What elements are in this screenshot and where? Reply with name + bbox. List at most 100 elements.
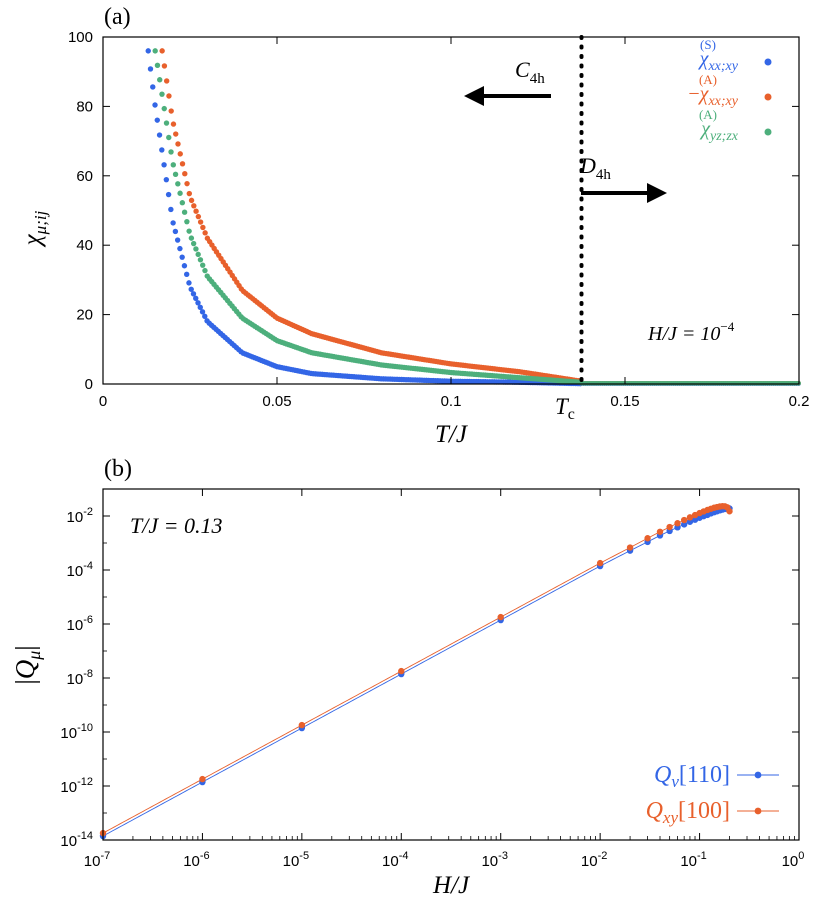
data-point xyxy=(168,149,174,155)
data-point xyxy=(177,190,183,196)
data-point xyxy=(193,295,199,301)
c4h-arrow-icon xyxy=(464,86,484,106)
panel-b-xtick-label: 10-5 xyxy=(283,850,309,870)
data-point xyxy=(644,535,651,542)
tick-base: 10 xyxy=(67,509,84,526)
legend-marker-a-1 xyxy=(764,93,772,101)
panel-a-ytick-label: 80 xyxy=(76,98,93,115)
panel-b-ytick-label: 10-10 xyxy=(60,722,93,742)
data-point xyxy=(596,559,604,567)
legend-marker-b-0 xyxy=(754,771,762,779)
data-point xyxy=(195,300,201,306)
d4h-label: D4h xyxy=(579,153,611,183)
data-point xyxy=(181,263,188,269)
data-point xyxy=(200,224,206,231)
legend-main: χ xyxy=(698,83,710,105)
legend-main: Q xyxy=(646,798,663,824)
tc-label: Tc xyxy=(555,394,575,423)
d4h-arrow-icon xyxy=(647,183,667,203)
data-point xyxy=(197,304,203,311)
tick-base: 10 xyxy=(581,853,598,870)
data-point xyxy=(184,180,190,187)
ylabel-b-q: Q xyxy=(10,660,40,680)
tick-exp: -4 xyxy=(83,560,93,572)
panel-b: (b) 10-7 10-6 10-5 10-4 10-3 10-2 10-1 10010-14… xyxy=(10,456,804,899)
tick-exp: -6 xyxy=(200,850,210,862)
tick-exp: 0 xyxy=(798,850,804,862)
field-label-text: H/J = 10 xyxy=(647,323,720,345)
panel-a-ytick-label: 0 xyxy=(85,376,93,393)
panel-a-legend: χxx;xy(S)−χxx;xy(A)χyz;zx(A) xyxy=(688,37,772,144)
data-point xyxy=(150,84,156,90)
legend-main: Q xyxy=(654,762,671,788)
data-point xyxy=(680,516,688,524)
panel-b-ytick-label: 10-12 xyxy=(60,776,93,796)
ylabel-chi: χ xyxy=(19,233,46,247)
data-point xyxy=(172,228,179,235)
data-point xyxy=(195,251,201,258)
tick-exp: -12 xyxy=(77,776,93,788)
tick-base: 10 xyxy=(67,671,84,688)
data-point xyxy=(179,200,186,206)
tick-exp: -2 xyxy=(83,506,93,518)
tc-main: T xyxy=(555,394,570,419)
data-point xyxy=(163,78,170,84)
legend-marker-a-0 xyxy=(764,58,772,66)
data-point xyxy=(191,203,197,209)
tick-base: 10 xyxy=(67,563,84,580)
data-point xyxy=(175,181,181,187)
data-point xyxy=(656,528,664,535)
legend-marker-b-1 xyxy=(754,807,762,815)
tick-exp: -2 xyxy=(598,850,608,862)
tick-base: 10 xyxy=(60,725,77,742)
data-point xyxy=(398,667,405,675)
c4h-main: C xyxy=(515,57,530,82)
data-point xyxy=(188,286,194,292)
data-point xyxy=(159,91,165,97)
panel-b-label: (b) xyxy=(104,456,132,482)
d4h-main: D xyxy=(579,153,596,178)
panel-b-xlabel: H/J xyxy=(432,872,471,899)
data-point xyxy=(163,176,170,183)
data-point xyxy=(157,77,163,83)
legend-prefix: − xyxy=(688,83,699,105)
svg-text:|Qμ|: |Qμ| xyxy=(10,645,44,684)
data-point xyxy=(166,134,172,141)
legend-bracket: [100] xyxy=(678,798,730,824)
data-point xyxy=(170,220,176,226)
panel-b-ticks: 10-7 10-6 10-5 10-4 10-3 10-2 10-1 10010-1410-1… xyxy=(60,488,804,870)
tick-exp: -1 xyxy=(697,850,707,862)
tick-base: 10 xyxy=(481,853,498,870)
tick-base: 10 xyxy=(67,617,84,634)
tick-exp: -14 xyxy=(77,830,93,842)
panel-a-ytick-label: 20 xyxy=(76,307,93,324)
data-point xyxy=(166,93,172,99)
data-point xyxy=(161,162,167,168)
tc-sub: c xyxy=(568,406,575,423)
data-point xyxy=(202,230,208,236)
data-point xyxy=(726,508,733,515)
data-point xyxy=(199,309,206,315)
legend-sub: v xyxy=(671,772,679,791)
data-point xyxy=(186,190,193,197)
legend-sub: yz;zx xyxy=(708,129,739,144)
tick-base: 10 xyxy=(60,833,77,850)
tick-exp: -6 xyxy=(83,614,93,626)
data-point xyxy=(200,262,206,268)
data-point xyxy=(199,775,206,783)
legend-bracket: [110] xyxy=(679,762,730,788)
series-line xyxy=(102,505,730,834)
data-point xyxy=(193,246,199,252)
panel-b-frame xyxy=(102,488,800,841)
data-point xyxy=(156,132,163,138)
data-point xyxy=(161,105,167,112)
panel-a-label: (a) xyxy=(104,4,131,30)
panel-b-xtick-label: 10-4 xyxy=(382,850,408,870)
panel-b-ytick-label: 10-6 xyxy=(67,614,93,634)
legend-label-a-0: χxx;xy xyxy=(698,48,739,74)
ylabel-b-bar: | xyxy=(10,679,40,684)
data-point xyxy=(168,108,174,114)
panel-a-ytick-label: 100 xyxy=(68,29,93,46)
data-point xyxy=(179,254,185,260)
